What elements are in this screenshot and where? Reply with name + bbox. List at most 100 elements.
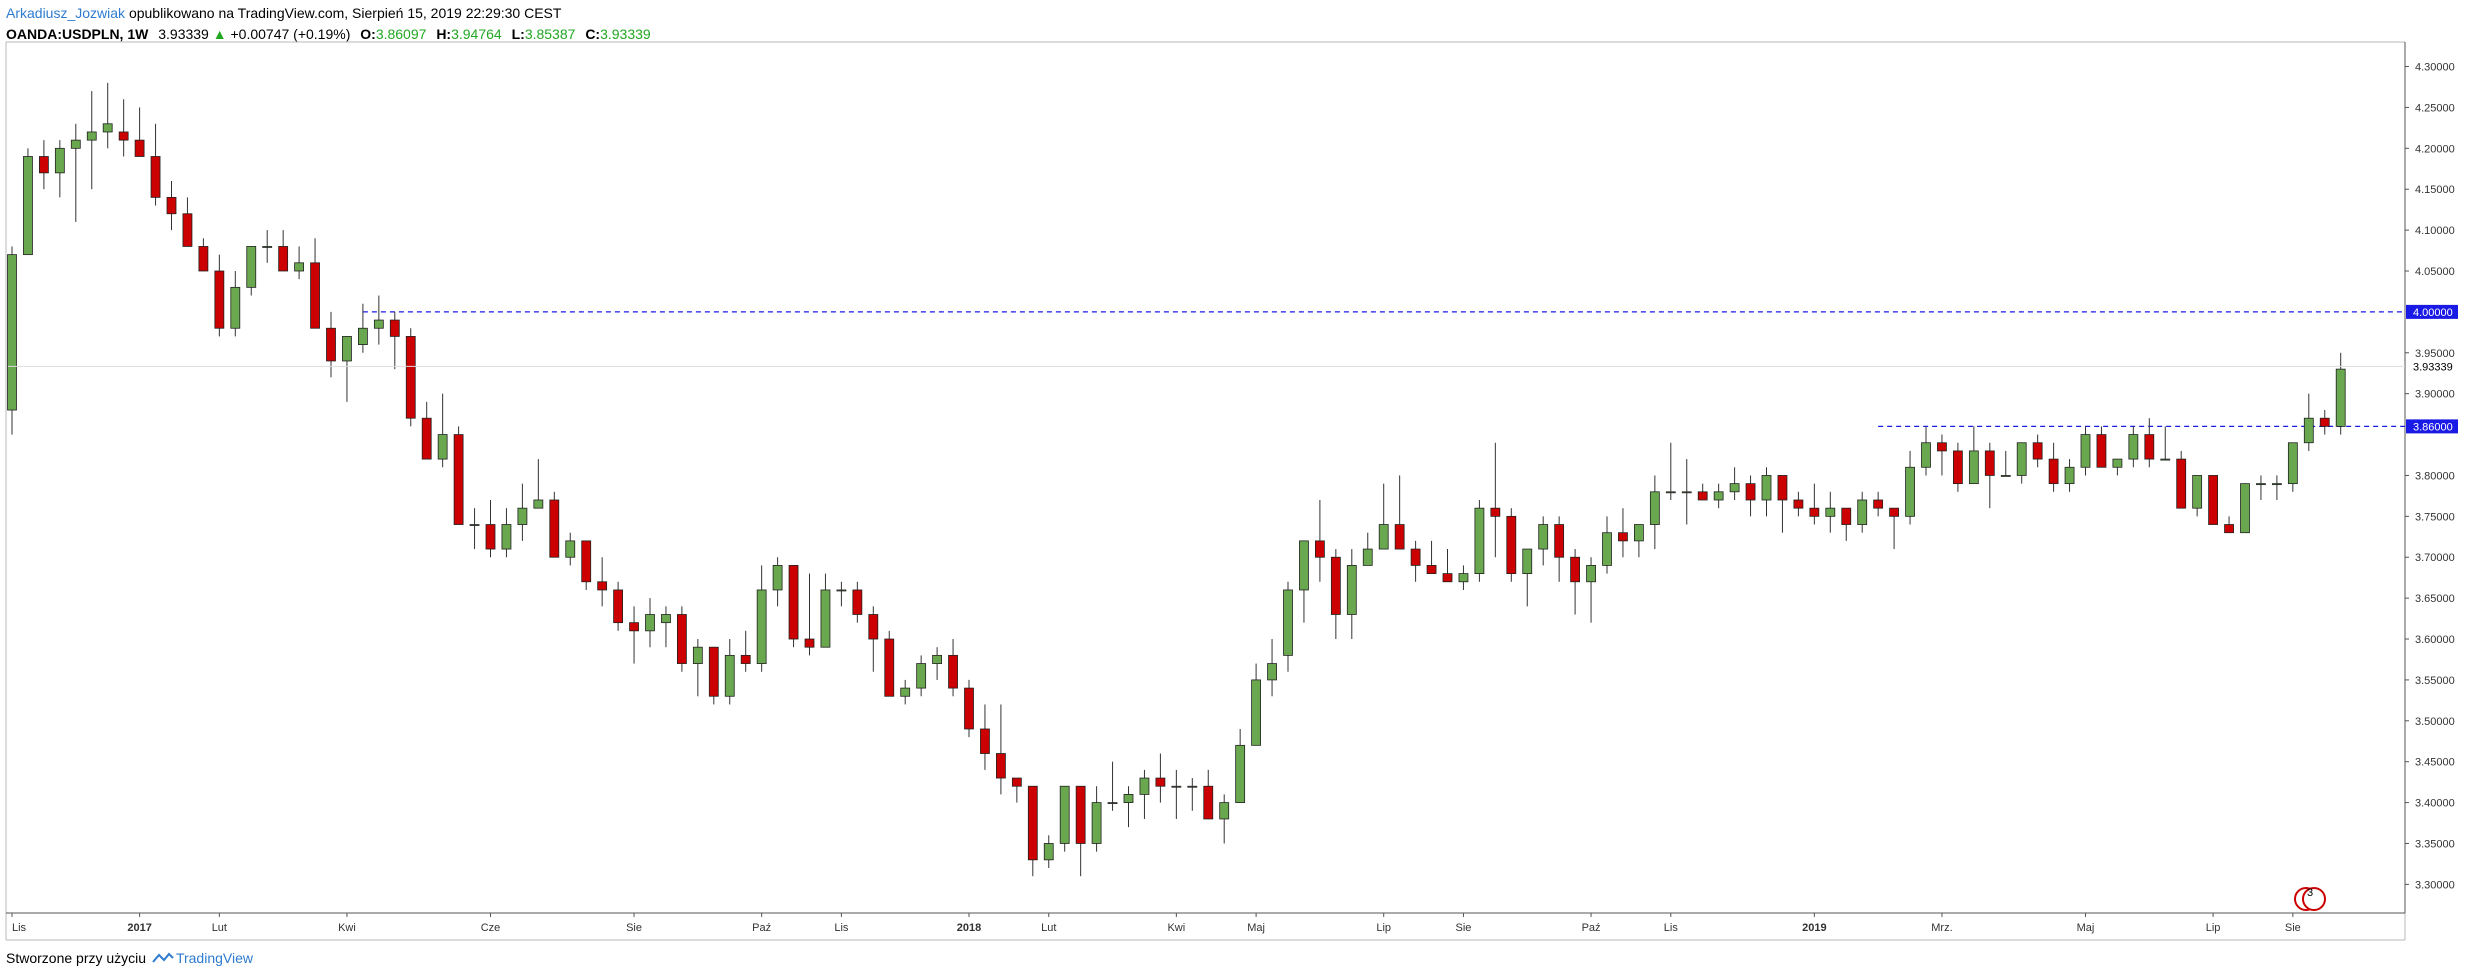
candle-body <box>1442 573 1453 583</box>
candle <box>677 606 687 672</box>
candle-body <box>916 663 927 689</box>
y-tick-label: 3.45000 <box>2415 757 2455 769</box>
candle-body <box>1203 785 1214 820</box>
candle-body <box>2144 434 2155 460</box>
candle-body <box>262 246 273 248</box>
y-tick-label: 3.35000 <box>2415 838 2455 850</box>
y-tick-label: 3.80000 <box>2415 470 2455 482</box>
candle <box>1171 769 1182 819</box>
candle-body <box>2016 442 2027 476</box>
triangle-up-icon: ▲ <box>212 26 227 42</box>
time-axis[interactable]: Lis 2017 Lut Kwi Cze Sie Paź Lis 2018 Lut Kwi Maj Li… <box>11 913 2301 934</box>
candle-body <box>166 196 177 215</box>
author-link[interactable]: Arkadiusz_Jozwiak <box>6 5 126 21</box>
last-price: 3.93339 <box>158 26 209 42</box>
candle-body <box>1011 777 1022 787</box>
open-value: 3.86097 <box>375 26 427 42</box>
candle-body <box>1538 524 1549 550</box>
candle-body <box>1251 679 1261 746</box>
candle <box>2319 410 2330 435</box>
candle <box>2000 450 2011 477</box>
candle-body <box>1618 532 1628 542</box>
candle-body <box>2240 483 2250 534</box>
candle <box>1953 442 1963 492</box>
candle-body <box>1091 802 1102 844</box>
candle <box>1538 516 1549 566</box>
x-tick-label: Sie <box>626 922 642 934</box>
candle <box>980 704 990 770</box>
symbol-label: OANDA:USDPLN, 1W <box>6 26 149 42</box>
chart-frame <box>5 41 2406 941</box>
candle-body <box>230 286 241 329</box>
candle-body <box>1937 442 1947 452</box>
candle <box>1490 442 1501 558</box>
candle <box>2208 475 2219 525</box>
candle <box>724 639 735 705</box>
events-count: 3 <box>2307 887 2313 899</box>
candle-body <box>1043 843 1054 861</box>
candle <box>1570 549 1580 615</box>
candle-body <box>1346 565 1357 615</box>
candle-body <box>692 646 703 664</box>
candle-body <box>1187 785 1198 788</box>
candle <box>1027 785 1038 877</box>
tradingview-link[interactable]: TradingView <box>175 950 253 966</box>
candle-body <box>1634 524 1644 542</box>
candle <box>1299 540 1309 623</box>
candle <box>2303 393 2314 451</box>
level-price-tag <box>2406 419 2458 434</box>
candle <box>1378 483 1389 550</box>
candle <box>1522 548 1533 607</box>
candle <box>278 230 289 272</box>
candle-body <box>804 638 815 648</box>
x-tick-label: Mrz. <box>1931 922 1952 934</box>
y-tick-label: 4.10000 <box>2415 225 2455 237</box>
candle-body <box>2176 458 2187 509</box>
candle-body <box>2287 442 2298 485</box>
candle-body <box>661 614 671 624</box>
y-tick-label: 3.30000 <box>2415 879 2455 891</box>
candle <box>1713 483 1724 509</box>
candle-body <box>1219 802 1230 820</box>
candle-body <box>1075 785 1086 844</box>
candle-body <box>900 687 911 697</box>
published-text: opublikowano na TradingView.com, Sierpie… <box>128 5 562 21</box>
symbol-line: OANDA:USDPLN, 1W 3.93339 ▲ +0.00747 (+0.… <box>6 23 651 44</box>
candle <box>1107 761 1118 811</box>
candle <box>86 91 97 190</box>
candle-body <box>1602 532 1612 566</box>
low-value: 3.85387 <box>524 26 576 42</box>
candle <box>469 508 480 550</box>
price-axis[interactable]: 4.30000 4.25000 4.20000 4.15000 4.10000 4.050… <box>8 62 2458 892</box>
candle-body <box>1968 450 1979 485</box>
candle-body <box>1713 491 1724 501</box>
candle-body <box>1171 785 1182 788</box>
low-label: L: <box>511 26 525 42</box>
candle <box>1315 499 1325 582</box>
x-tick-label: Cze <box>481 922 501 934</box>
high-value: 3.94764 <box>451 26 502 42</box>
candle-body <box>884 638 895 697</box>
candle <box>1075 785 1086 877</box>
candle-body <box>1745 483 1756 501</box>
x-tick-label: Maj <box>2077 922 2095 934</box>
candle <box>342 336 352 402</box>
candle-body <box>1697 491 1708 501</box>
horizontal-lines[interactable] <box>362 311 2405 427</box>
economic-events-icon[interactable]: 3 <box>2294 887 2326 911</box>
candle <box>1187 778 1198 811</box>
candle-body <box>39 156 49 174</box>
candle-body <box>7 254 17 411</box>
y-tick-label: 3.50000 <box>2415 716 2455 728</box>
candle <box>310 238 320 329</box>
candle-body <box>1378 524 1389 550</box>
candle-body <box>1107 802 1118 804</box>
last-price-label: 3.93339 <box>2413 361 2453 373</box>
candle <box>2128 426 2139 468</box>
candle <box>1873 491 1884 517</box>
open-label: O: <box>360 26 376 42</box>
candle-body <box>1235 744 1246 803</box>
candle-body <box>342 336 352 362</box>
candle-body <box>1825 507 1836 517</box>
